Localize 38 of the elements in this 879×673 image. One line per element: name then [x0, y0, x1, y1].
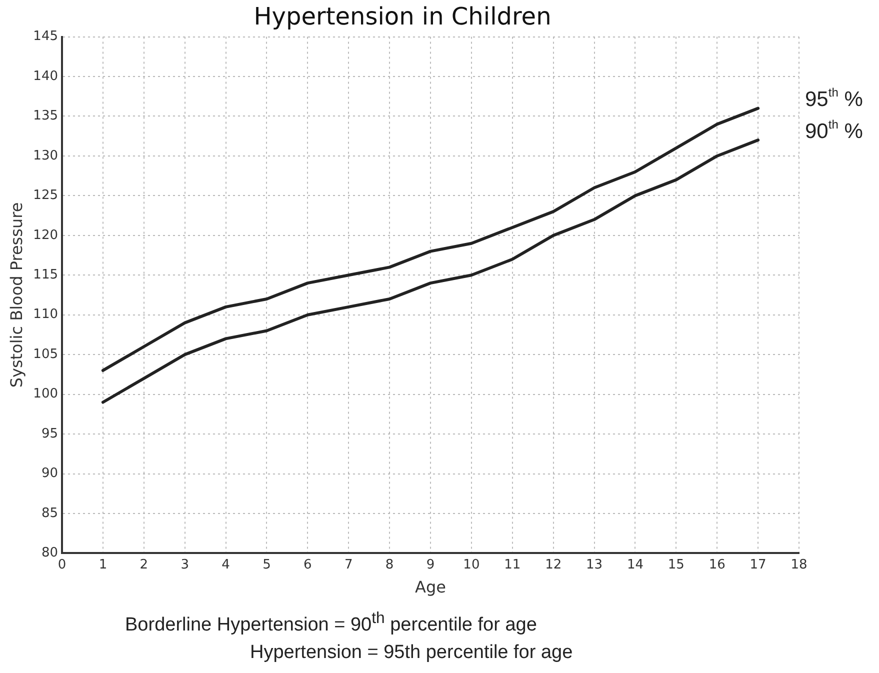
x-tick-label: 11 [504, 557, 521, 572]
y-tick-label: 120 [33, 228, 58, 243]
y-tick-label: 85 [41, 506, 58, 521]
x-axis-title: Age [415, 578, 446, 597]
y-axis-title: Systolic Blood Pressure [6, 202, 26, 388]
x-tick-label: 1 [98, 557, 108, 572]
y-tick-label: 90 [41, 466, 58, 482]
y-tick-label: 145 [33, 29, 58, 44]
y-tick-label: 125 [33, 188, 58, 204]
x-tick-label: 6 [304, 557, 312, 572]
x-tick-label: 7 [344, 557, 353, 572]
y-tick-label: 130 [33, 148, 58, 164]
x-tick-label: 4 [222, 557, 230, 572]
y-tick-label: 100 [33, 386, 58, 402]
y-tick-label: 135 [33, 108, 58, 124]
x-tick-label: 18 [790, 557, 808, 572]
x-tick-label: 13 [586, 557, 603, 572]
y-tick-label: 115 [33, 268, 58, 283]
y-tick-label: 105 [33, 346, 58, 362]
chart-title: Hypertension in Children [254, 2, 552, 31]
x-tick-label: 15 [668, 557, 684, 572]
x-tick-label: 10 [463, 557, 480, 572]
x-tick-label: 2 [140, 557, 148, 572]
x-tick-label: 17 [750, 557, 766, 572]
x-tick-label: 8 [385, 557, 394, 572]
x-tick-label: 12 [545, 557, 562, 572]
x-tick-label: 9 [426, 557, 435, 572]
y-tick-label: 110 [33, 307, 58, 322]
x-tick-label: 5 [262, 557, 271, 572]
y-tick-label: 80 [41, 546, 58, 561]
x-tick-label: 16 [708, 557, 726, 572]
x-tick-label: 3 [180, 557, 189, 572]
y-tick-label: 140 [33, 68, 58, 84]
text: Hypertension = 95th percentile for age [249, 641, 574, 666]
x-tick-label: 0 [58, 557, 66, 572]
x-tick-label: 14 [626, 557, 644, 572]
text: Borderline Hypertension = 90$^{th}$ percentile for age [124, 609, 538, 638]
y-tick-label: 95 [41, 426, 58, 442]
